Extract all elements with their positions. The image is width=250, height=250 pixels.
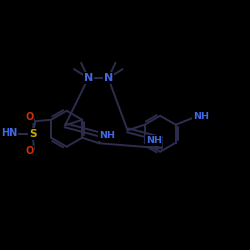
- Text: N: N: [84, 73, 93, 83]
- Text: HN: HN: [2, 128, 18, 138]
- Text: NH: NH: [146, 136, 162, 145]
- Text: O: O: [25, 146, 34, 156]
- Text: NH: NH: [99, 131, 115, 140]
- Text: O: O: [25, 112, 34, 122]
- Text: NH: NH: [193, 112, 209, 121]
- Text: N: N: [104, 73, 113, 83]
- Text: S: S: [29, 129, 36, 139]
